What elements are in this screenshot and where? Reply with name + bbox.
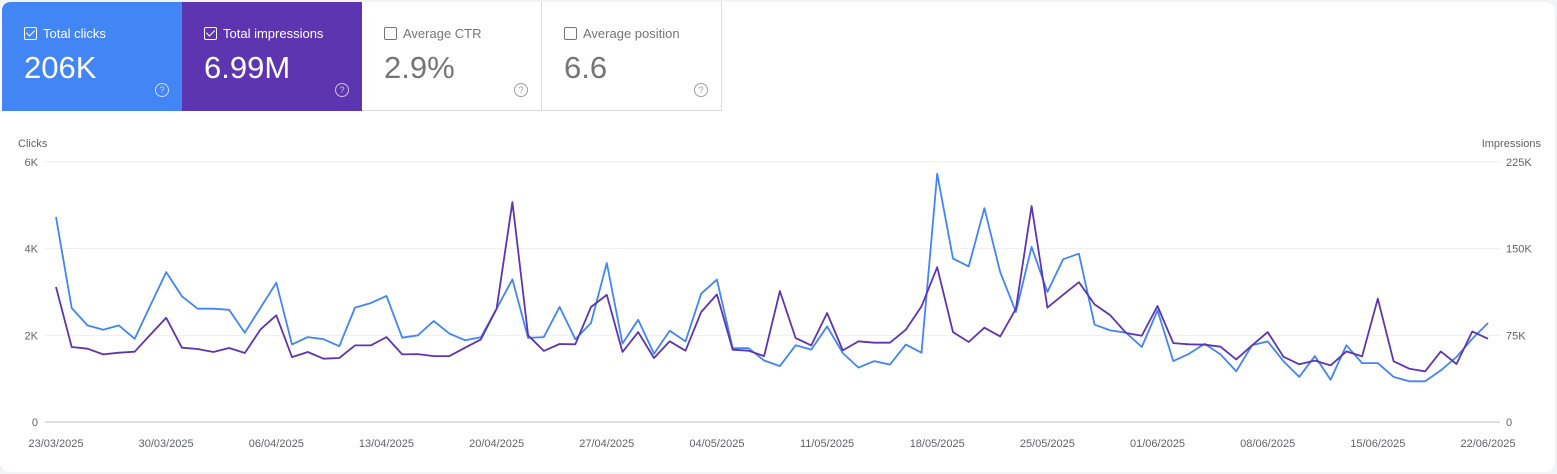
left-tick-label: 6K: [25, 157, 39, 169]
checkbox-unchecked-icon[interactable]: [384, 27, 397, 40]
metric-value: 6.6: [564, 50, 608, 85]
x-tick-label: 18/05/2025: [910, 438, 965, 450]
x-tick-label: 13/04/2025: [359, 438, 414, 450]
x-tick-label: 15/06/2025: [1350, 438, 1405, 450]
x-tick-label: 20/04/2025: [469, 438, 524, 450]
right-tick-label: 0: [1506, 417, 1512, 429]
left-tick-label: 2K: [25, 330, 39, 342]
checkbox-checked-icon[interactable]: [24, 27, 37, 40]
metric-card-total-clicks[interactable]: Total clicks 206K ?: [2, 2, 182, 111]
metric-card-total-impressions[interactable]: Total impressions 6.99M ?: [182, 2, 362, 111]
metric-card-average-ctr[interactable]: Average CTR 2.9% ?: [362, 2, 542, 111]
help-icon[interactable]: ?: [335, 83, 349, 97]
metric-label: Total impressions: [223, 26, 324, 41]
metric-value: 6.99M: [204, 50, 291, 85]
series-points-clicks: [55, 173, 1489, 382]
x-tick-label: 11/05/2025: [800, 438, 854, 450]
x-tick-label: 22/06/2025: [1460, 438, 1515, 450]
metric-card-average-position[interactable]: Average position 6.6 ?: [542, 2, 722, 111]
x-tick-label: 06/04/2025: [249, 438, 304, 450]
x-tick-label: 23/03/2025: [28, 438, 83, 450]
x-tick-label: 25/05/2025: [1020, 438, 1075, 450]
checkbox-checked-icon[interactable]: [204, 27, 217, 40]
series-line-clicks: [55, 172, 1489, 383]
left-axis-title: Clicks: [18, 138, 48, 150]
right-tick-label: 225K: [1506, 157, 1532, 169]
right-tick-label: 150K: [1506, 244, 1532, 256]
metric-label: Average position: [583, 26, 680, 41]
help-icon[interactable]: ?: [694, 83, 708, 97]
help-icon[interactable]: ?: [514, 83, 528, 97]
metric-cards: Total clicks 206K ? Total impressions 6.…: [2, 2, 722, 111]
help-icon[interactable]: ?: [155, 83, 169, 97]
series-points-impressions: [55, 201, 1489, 372]
metric-value: 206K: [24, 50, 97, 85]
metric-label: Total clicks: [43, 26, 106, 41]
right-axis-title: Impressions: [1482, 138, 1542, 150]
x-tick-label: 30/03/2025: [139, 438, 194, 450]
left-tick-label: 0: [32, 417, 38, 429]
right-tick-label: 75K: [1506, 330, 1526, 342]
metric-value: 2.9%: [384, 50, 455, 85]
x-tick-label: 01/06/2025: [1130, 438, 1185, 450]
x-tick-label: 08/06/2025: [1240, 438, 1295, 450]
x-tick-label: 27/04/2025: [579, 438, 634, 450]
x-tick-label: 04/05/2025: [689, 438, 744, 450]
left-tick-label: 4K: [25, 244, 39, 256]
checkbox-unchecked-icon[interactable]: [564, 27, 577, 40]
metric-label: Average CTR: [403, 26, 482, 41]
series-line-impressions: [55, 201, 1489, 373]
